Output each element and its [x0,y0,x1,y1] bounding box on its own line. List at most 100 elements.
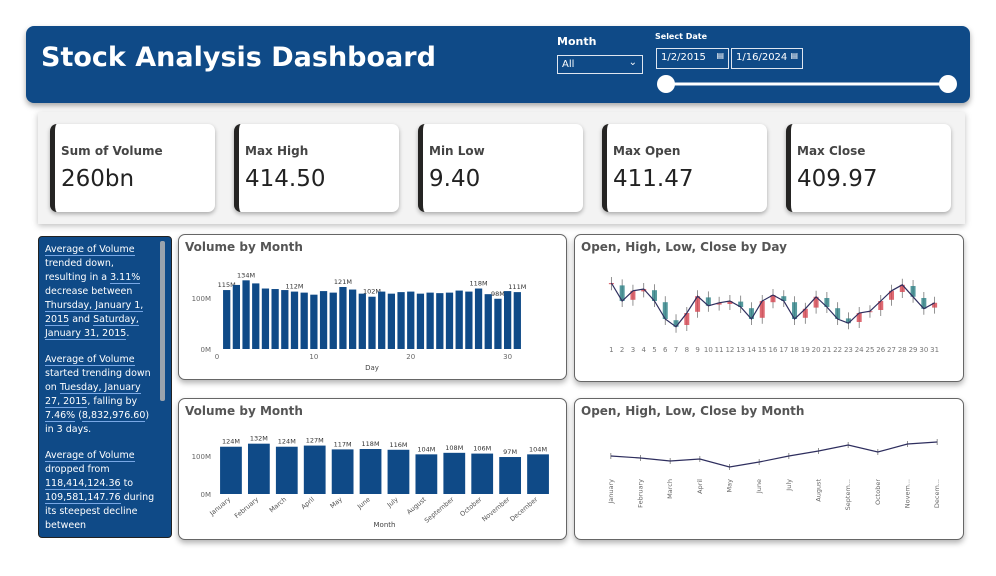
candle-body [619,285,625,301]
data-label: 118M [362,440,380,448]
month-dropdown[interactable]: All ⌄ [557,55,643,74]
x-axis-label: Day [365,364,379,372]
date-slicer-label: Select Date [655,32,707,41]
y-tick-label: 100M [192,295,211,303]
x-tick-label: 20 [812,346,821,354]
end-date-input[interactable]: 1/16/2024 ▤ [731,48,803,69]
bar [494,298,502,349]
x-tick-label: 29 [909,346,918,354]
bar [290,291,299,349]
bar [303,445,326,494]
bar [378,291,386,349]
bar [300,292,308,349]
bar [465,291,473,349]
bar [426,292,434,349]
x-tick-label: 5 [652,346,656,354]
candle-body [835,308,841,319]
chart: Open, High, Low, Close by Month January Fe… [581,404,941,510]
chart-title: Open, High, Low, Close by Day [581,240,787,254]
kpi-label: Max High [245,144,309,158]
x-tick-label: 10 [704,346,713,354]
data-label: 104M [529,445,547,453]
x-tick-label: 16 [769,346,778,354]
data-label: 115M [218,281,236,289]
x-tick-label: November [480,495,511,523]
bar [471,453,494,494]
bar [339,286,347,349]
candle-body [673,320,679,327]
bar [319,291,328,349]
bar [387,293,396,349]
narrative-text: trended down, resulting in a [45,258,114,283]
bar [329,292,337,349]
candle-body [813,296,819,308]
bar [416,293,425,349]
line [610,441,938,468]
candle-body [695,296,701,312]
kpi-label: Max Close [797,144,866,158]
kpi-label: Max Open [613,144,681,158]
kpi-label: Min Low [429,144,485,158]
data-label: 134M [237,271,255,279]
narrative-text: to [120,478,134,489]
data-label: 124M [222,438,240,446]
bar [247,443,270,494]
narrative-text: , falling by [87,396,138,407]
end-date: 1/16/2024 [736,52,788,63]
kpi-card: Max High 414.50 [234,124,399,212]
x-tick-label: 4 [641,346,646,354]
start-date-input[interactable]: 1/2/2015 ▤ [656,48,729,69]
bar [331,449,354,494]
kpi-value: 411.47 [613,166,694,192]
bar [220,446,242,494]
chart-title: Open, High, Low, Close by Month [581,404,804,418]
data-label: 112M [285,283,303,291]
x-tick-label: June [755,479,763,494]
narrative-text: ) in 3 days. [45,410,150,435]
y-tick-label: 100M [192,453,211,461]
x-tick-label: July [785,479,793,492]
bar [368,296,376,349]
candle-body [716,302,722,305]
kpi-panel: Sum of Volume 260bn Max High 414.50 Min Low 9… [38,112,965,224]
kpi-card: Max Open 411.47 [602,124,767,212]
narrative-highlight: Thursday, January 1, 2015 [45,300,144,326]
data-label: 108M [445,444,463,452]
kpi-value: 409.97 [797,166,878,192]
candle-body [878,301,884,310]
y-tick-label: 0M [201,346,212,354]
kpi-card: Min Low 9.40 [418,124,583,212]
kpi-value: 414.50 [245,166,326,192]
candle-body [662,302,668,319]
bar [387,449,410,494]
x-tick-label: 28 [898,346,907,354]
chart-title: Volume by Month [185,240,303,254]
data-label: 106M [473,445,491,453]
slider-handle[interactable] [657,75,675,93]
x-tick-label: 13 [736,346,745,354]
kpi-card: Sum of Volume 260bn [50,124,215,212]
narrative-highlight: Saturday, January 31, 2015 [45,314,139,340]
x-tick-label: Novem... [904,479,912,508]
x-tick-label: March [666,479,674,499]
kpi-label: Sum of Volume [61,144,163,158]
x-tick-label: October [874,479,882,505]
bar [415,454,438,494]
narrative-text: decrease between [45,286,133,297]
date-slider[interactable] [646,72,966,96]
bar [242,280,250,349]
scrollbar[interactable] [160,241,165,401]
x-tick-label: 14 [747,346,756,354]
candle-body [899,284,905,292]
kpi-value: 260bn [61,166,135,192]
bar [358,293,366,349]
candle-body [651,290,657,301]
slider-handle[interactable] [939,75,957,93]
narrative-paragraph: Average of Volume started trending down … [45,353,157,437]
bar [275,446,298,494]
data-label: 97M [503,448,517,456]
x-tick-label: 6 [663,346,668,354]
x-tick-label: 19 [801,346,810,354]
x-tick-label: January [607,479,615,505]
x-tick-label: 0 [215,353,219,361]
